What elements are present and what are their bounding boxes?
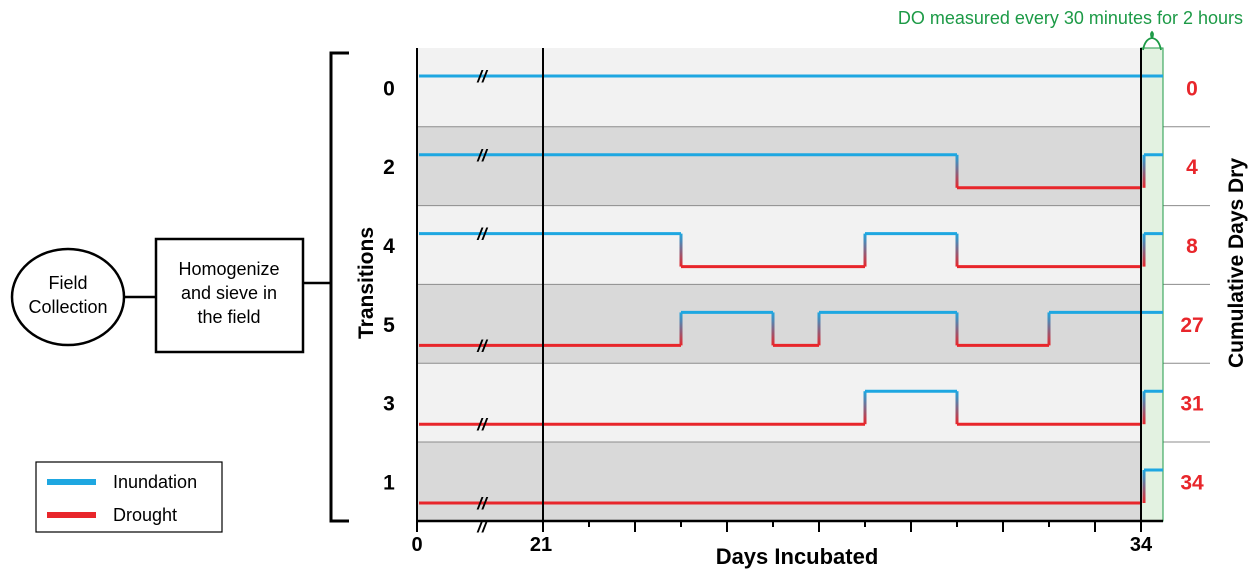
do-measurement-annotation: DO measured every 30 minutes for 2 hours <box>898 8 1243 28</box>
field-collection-label-1: Field <box>48 273 87 293</box>
transition-step <box>1142 154 1146 188</box>
transitions-label: 5 <box>383 314 395 337</box>
cumulative-days-dry-label: 31 <box>1180 393 1204 416</box>
row-band <box>417 442 1141 521</box>
row-band <box>417 48 1141 127</box>
field-collection-label-2: Collection <box>28 297 107 317</box>
treatment-line-row-4 <box>419 232 1163 269</box>
treatment-line-row-1 <box>419 468 1163 505</box>
transition-step <box>1142 233 1146 267</box>
transition-step <box>679 312 683 346</box>
x-axis <box>416 48 1163 532</box>
transitions-label: 2 <box>383 156 395 179</box>
transitions-label: 3 <box>383 393 395 416</box>
transition-step <box>955 312 959 346</box>
axis-breaks: ////////////// <box>476 67 489 536</box>
cumulative-days-dry-label: 4 <box>1186 156 1198 179</box>
treatment-bracket <box>329 51 349 523</box>
transitions-label: 0 <box>383 77 395 100</box>
homogenize-label-1: Homogenize <box>178 259 279 279</box>
axis-break-mark: // <box>476 415 489 434</box>
axis-break-mark: // <box>476 146 489 165</box>
treatment-line-row-5 <box>419 310 1163 347</box>
transition-step <box>863 391 867 425</box>
transition-step <box>771 312 775 346</box>
homogenize-label-2: and sieve in <box>181 283 277 303</box>
x-tick-label-34: 34 <box>1130 534 1153 556</box>
axis-break-mark: // <box>476 225 489 244</box>
transition-step <box>955 233 959 267</box>
transition-step <box>955 154 959 188</box>
transition-step <box>863 233 867 267</box>
transition-step <box>1142 391 1146 425</box>
x-axis-label: Days Incubated <box>716 544 879 569</box>
transitions-label: 1 <box>383 471 395 494</box>
row-bands <box>417 48 1210 521</box>
transition-step <box>1047 312 1051 346</box>
transition-step <box>955 391 959 425</box>
x-tick-label-21: 21 <box>530 534 552 556</box>
cumulative-days-dry-label: 34 <box>1180 471 1204 494</box>
axis-break-mark: // <box>476 67 489 86</box>
cumulative-days-dry-label: 8 <box>1186 235 1198 258</box>
row-band <box>417 126 1141 206</box>
row-band <box>417 205 1141 285</box>
treatment-line-row-3 <box>419 389 1163 426</box>
x-tick-label-0: 0 <box>411 534 422 556</box>
cumulative-days-dry-axis-label: Cumulative Days Dry <box>1225 158 1248 368</box>
legend-drought-label: Drought <box>113 505 177 525</box>
cumulative-days-dry-label: 0 <box>1186 77 1198 100</box>
row-band <box>417 284 1141 364</box>
treatment-lines <box>419 74 1163 505</box>
axis-break-mark: // <box>476 494 489 513</box>
transition-step <box>817 312 821 346</box>
axis-break-mark: // <box>476 336 489 355</box>
homogenize-node <box>154 237 305 354</box>
cumulative-days-dry-label: 27 <box>1180 314 1203 337</box>
treatment-line-row-2 <box>419 153 1163 190</box>
transition-step <box>1142 470 1146 503</box>
transitions-label: 4 <box>383 235 395 258</box>
measurement-brace <box>1142 30 1162 51</box>
homogenize-label-3: the field <box>197 307 260 327</box>
legend-box <box>35 461 223 533</box>
legend-inundation-label: Inundation <box>113 472 197 492</box>
transition-step <box>679 233 683 267</box>
row-labels: 0 0 2 4 4 8 5 27 3 31 1 34 <box>383 77 1204 494</box>
measurement-window <box>1140 47 1164 522</box>
row-band <box>417 363 1141 442</box>
transitions-axis-label: Transitions <box>355 227 378 339</box>
